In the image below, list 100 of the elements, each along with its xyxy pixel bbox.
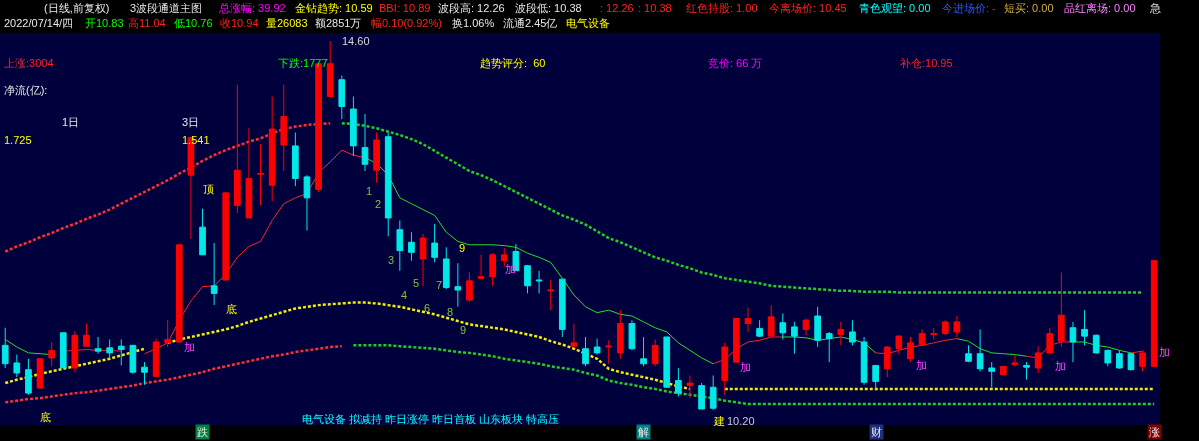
candlestick [326, 40, 334, 97]
candlestick [721, 342, 729, 396]
candlestick [350, 95, 357, 157]
candlestick [152, 338, 160, 377]
candlestick [547, 279, 555, 311]
candlestick [59, 332, 67, 369]
candlestick [1081, 309, 1088, 346]
candlestick [71, 330, 79, 373]
annotation: 9 [459, 242, 466, 254]
candlestick [872, 364, 879, 390]
text: 量26083 [266, 17, 308, 29]
candlestick [489, 252, 497, 287]
candlestick [1034, 345, 1042, 374]
candlestick [953, 315, 961, 338]
candlestick [373, 131, 380, 184]
candlestick [675, 367, 682, 397]
annotation: 6 [424, 302, 431, 314]
candlestick [117, 338, 125, 366]
candlestick [164, 319, 172, 348]
candlestick [965, 344, 972, 363]
annotation: 趋势评分: 60 [480, 57, 546, 69]
candlestick [303, 174, 311, 232]
candlestick [791, 321, 798, 355]
annotation: 顶 [203, 183, 214, 195]
annotation: 加 [505, 263, 516, 275]
candlestick [25, 358, 32, 396]
candlestick [941, 319, 949, 336]
candlestick [442, 246, 450, 290]
candlestick [1104, 349, 1112, 367]
candlestick [860, 336, 868, 386]
text: 品红离场: 0.00 [1064, 2, 1136, 14]
candlestick [141, 361, 148, 386]
candlestick [1127, 352, 1135, 371]
text: 高11.04 [128, 17, 166, 29]
candlestick [175, 244, 183, 344]
candlestick [593, 338, 601, 356]
text: : 12.26 [600, 2, 634, 14]
text: 2022/07/14/四 [4, 17, 74, 29]
candlestick [431, 223, 438, 263]
text: 电气设备 [566, 17, 610, 29]
candlestick [918, 328, 926, 347]
annotation: 竞价: 66 万 [708, 57, 763, 69]
candlestick [883, 345, 891, 378]
candlestick [628, 319, 636, 351]
annotation: 补仓:10.95 [900, 57, 953, 69]
candlestick [686, 375, 694, 399]
candlestick [408, 231, 415, 262]
candlestick [733, 318, 740, 364]
text: 青色观望: 0.00 [859, 2, 931, 14]
candlestick [94, 336, 102, 355]
candlestick [1139, 349, 1146, 372]
annotation: 14.60 [342, 35, 370, 47]
candlestick [930, 327, 938, 340]
annotation: 8 [447, 306, 454, 318]
candlestick [651, 338, 659, 367]
text: 建 [713, 415, 725, 427]
candlestick [837, 321, 845, 346]
text: BBI: 10.89 [379, 2, 431, 14]
text: 红色持股: 1.00 [686, 2, 758, 14]
candlestick [1092, 333, 1100, 355]
candlestick [292, 131, 299, 187]
text: 涨 [1149, 426, 1160, 438]
annotation: 1 [366, 185, 373, 197]
candlestick [1, 327, 9, 369]
candlestick [558, 278, 566, 338]
candlestick [268, 95, 276, 202]
candlestick [1058, 271, 1065, 348]
text: 低10.76 [174, 17, 213, 29]
candlestick [1046, 327, 1054, 356]
candlestick [582, 336, 589, 367]
candlestick [419, 233, 427, 287]
candlestick [199, 208, 206, 256]
annotation: 5 [413, 277, 420, 289]
annotation: 加 [916, 359, 927, 371]
annotation: 2 [375, 198, 382, 210]
annotation: 3日 [182, 116, 200, 128]
candlestick [1150, 260, 1158, 367]
candlestick [1069, 321, 1077, 363]
candlestick [802, 318, 810, 336]
annotation: 加 [184, 341, 195, 353]
candlestick [83, 323, 90, 347]
candlestick [605, 339, 613, 365]
candlestick [535, 270, 543, 294]
text: (日线,前复权) [44, 2, 110, 14]
text: 短买: 0.00 [1004, 2, 1054, 14]
candlestick [106, 338, 114, 360]
text: 幅0.10(0.92%) [371, 17, 442, 29]
candlestick [466, 271, 473, 303]
candlestick [767, 304, 775, 338]
text: 金钻趋势: 10.59 [295, 2, 373, 14]
text: 总涨幅: 39.92 [218, 2, 286, 14]
candlestick [477, 254, 485, 279]
candlestick [907, 336, 914, 363]
candlestick [616, 309, 624, 360]
candlestick [396, 219, 404, 272]
text: 底 [40, 411, 51, 423]
annotation: 加 [1055, 360, 1066, 372]
candlestick [454, 262, 462, 308]
annotation: 9 [460, 324, 467, 336]
candlestick [976, 328, 984, 372]
